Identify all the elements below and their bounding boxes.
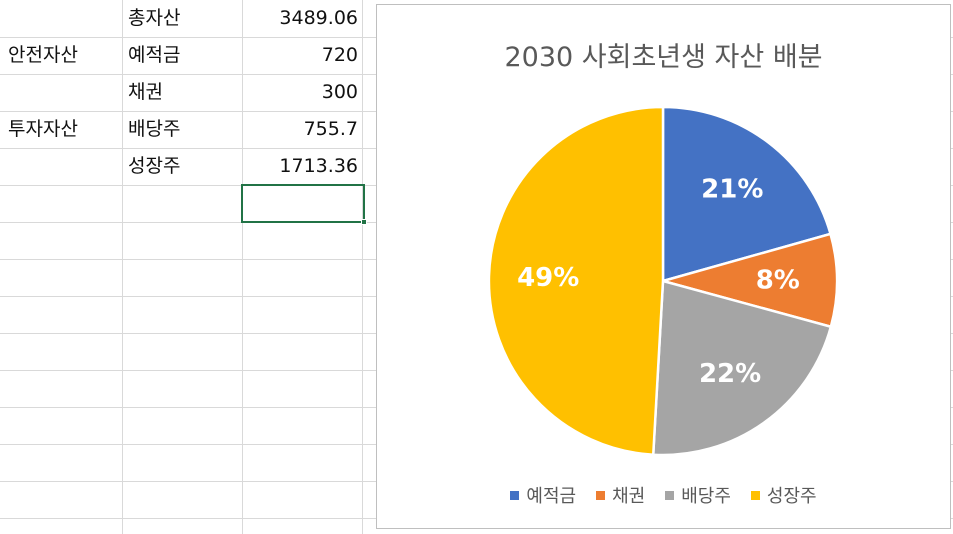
cell-item[interactable]: 배당주 <box>128 118 181 140</box>
legend-label: 성장주 <box>766 486 817 507</box>
cell-value[interactable]: 3489.06 <box>279 7 358 29</box>
legend-swatch <box>750 490 760 500</box>
cell-item[interactable]: 성장주 <box>128 155 181 177</box>
legend-item[interactable]: 채권 <box>596 482 645 508</box>
cell-item[interactable]: 채권 <box>128 81 163 103</box>
data-label: 8% <box>756 266 800 296</box>
data-label: 21% <box>701 175 763 205</box>
legend-label: 채권 <box>612 486 646 507</box>
chart-legend[interactable]: 예적금 채권 배당주 성장주 <box>377 483 950 507</box>
data-label: 22% <box>699 359 761 389</box>
pie-plot-area[interactable]: 21% 8% 22% 49% <box>377 5 950 528</box>
grid-line <box>242 0 243 534</box>
cell-group[interactable] <box>8 0 120 36</box>
active-cell-selection[interactable] <box>241 184 365 223</box>
pie-slice-성장주[interactable] <box>487 105 665 457</box>
cell-group[interactable] <box>8 148 120 184</box>
legend-label: 배당주 <box>681 486 731 507</box>
cell-value[interactable]: 1713.36 <box>279 155 358 177</box>
fill-handle[interactable] <box>361 219 367 225</box>
pie-slice-배당주[interactable] <box>651 279 833 457</box>
legend-item[interactable]: 배당주 <box>665 482 731 508</box>
cell-item[interactable]: 총자산 <box>128 7 181 29</box>
cell-group[interactable]: 투자자산 <box>8 118 78 140</box>
cell-item[interactable]: 예적금 <box>128 44 181 66</box>
chart-title[interactable]: 2030 사회초년생 자산 배분 <box>504 42 823 73</box>
legend-item[interactable]: 예적금 <box>510 482 576 508</box>
grid-line <box>362 0 363 534</box>
legend-item[interactable]: 성장주 <box>750 482 817 508</box>
pie-chart[interactable]: 2030 사회초년생 자산 배분 21% 8% 22% 49% 예적금 채권 배당주 성장주 <box>376 4 951 529</box>
grid-line <box>122 0 123 534</box>
pie-slice-예적금[interactable] <box>661 105 833 283</box>
cell-value[interactable]: 300 <box>321 81 358 103</box>
cell-value[interactable]: 720 <box>321 44 358 66</box>
legend-swatch <box>596 490 606 500</box>
cell-group[interactable]: 안전자산 <box>8 44 78 66</box>
pie-slice-채권[interactable] <box>658 232 839 329</box>
data-label: 49% <box>517 263 579 293</box>
cell-group[interactable] <box>8 74 120 110</box>
legend-swatch <box>665 490 675 500</box>
cell-value[interactable]: 755.7 <box>303 118 358 140</box>
legend-swatch <box>510 490 520 500</box>
legend-label: 예적금 <box>526 486 577 507</box>
